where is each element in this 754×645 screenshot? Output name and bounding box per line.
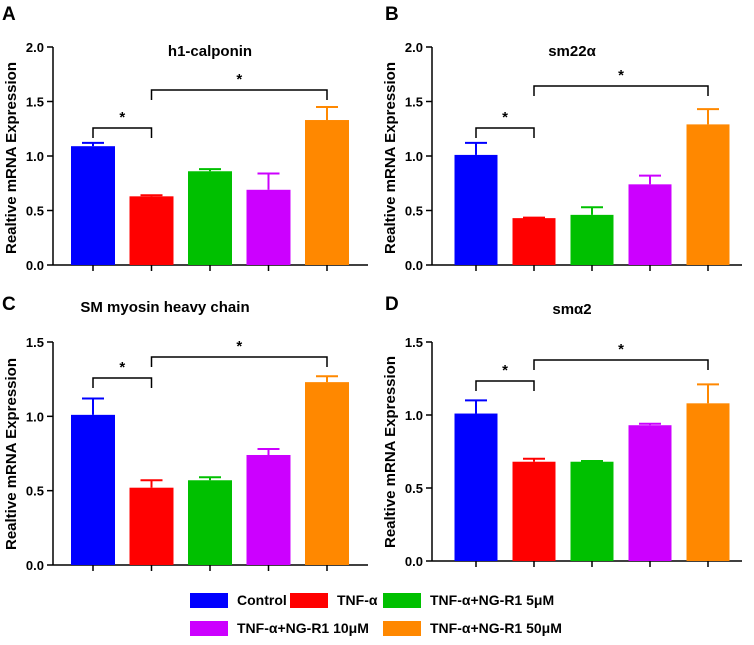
y-tick-label-b: 1.0 [405, 149, 423, 164]
significance-label-b-1: * [618, 67, 624, 84]
bar-c-1 [129, 487, 174, 565]
y-tick-label-b: 0.0 [405, 258, 423, 273]
panel-letter-a: A [2, 4, 16, 25]
y-tick-label-d: 1.0 [405, 408, 423, 423]
y-tick-label-d: 0.0 [405, 554, 423, 569]
significance-label-d-1: * [618, 341, 624, 358]
figure: Ah1-calponin Realtive mRNA Expression 0.0 0… [2, 4, 742, 573]
bar-d-2 [570, 461, 614, 561]
significance-bracket-a-0 [92, 127, 153, 138]
bar-d-0 [454, 413, 498, 561]
bar-a-1 [129, 196, 174, 265]
legend-swatch-ngr1-5 [383, 592, 421, 608]
bar-c-4 [305, 382, 349, 565]
significance-bracket-a-1 [150, 89, 328, 100]
legend-swatch-ngr1-10 [190, 620, 228, 636]
significance-bracket-d-1 [533, 359, 709, 370]
y-tick-label-b: 1.5 [405, 95, 423, 110]
y-tick-label-b: 2.0 [405, 40, 423, 55]
panel-title-c: SM myosin heavy chain [80, 299, 249, 316]
y-axis-label-b: Realtive mRNA Expression [382, 62, 399, 254]
bar-d-4 [686, 403, 730, 561]
y-tick-label-a: 0.0 [26, 258, 44, 273]
y-tick-label-c: 0.5 [26, 484, 44, 499]
bar-b-2 [570, 214, 614, 265]
bar-d-1 [512, 461, 556, 561]
y-tick-label-a: 1.0 [26, 149, 44, 164]
bar-d-3 [628, 425, 672, 561]
legend-swatch-tnf [290, 592, 328, 608]
legend-item-tnf: TNF-α [290, 592, 377, 608]
panel-letter-c: C [2, 294, 16, 315]
y-tick-label-a: 1.5 [26, 95, 44, 110]
legend-item-ngr1-5: TNF-α+NG-R1 5μM [383, 592, 554, 608]
bar-b-4 [686, 124, 730, 265]
significance-label-b-0: * [502, 109, 508, 126]
y-tick-label-c: 1.5 [26, 335, 44, 350]
bar-b-3 [628, 184, 672, 265]
significance-bracket-b-0 [475, 127, 535, 138]
legend-swatch-ngr1-50 [383, 620, 421, 636]
bar-c-0 [71, 414, 115, 565]
y-tick-label-a: 2.0 [26, 40, 44, 55]
legend-item-ngr1-10: TNF-α+NG-R1 10μM [190, 620, 369, 636]
significance-bracket-c-1 [150, 356, 328, 367]
significance-bracket-b-1 [533, 85, 709, 96]
significance-label-c-0: * [119, 359, 125, 376]
significance-label-c-1: * [236, 338, 242, 355]
significance-bracket-d-0 [475, 380, 535, 391]
y-tick-label-d: 1.5 [405, 335, 423, 350]
legend-label-control: Control [237, 592, 287, 608]
bar-a-4 [305, 120, 349, 265]
y-axis-label-c: Realtive mRNA Expression [3, 358, 20, 550]
legend-item-control: Control [190, 592, 287, 608]
legend: Control TNF-α TNF-α+NG-R1 5μM TNF-α+NG-R… [190, 592, 710, 644]
significance-label-a-0: * [119, 109, 125, 126]
bar-a-2 [188, 171, 232, 265]
legend-item-ngr1-50: TNF-α+NG-R1 50μM [383, 620, 562, 636]
legend-label-ngr1-50: TNF-α+NG-R1 50μM [430, 620, 562, 636]
legend-label-tnf: TNF-α [337, 592, 378, 608]
bar-c-3 [246, 454, 291, 565]
legend-label-ngr1-5: TNF-α+NG-R1 5μM [430, 592, 555, 608]
bar-a-0 [71, 146, 115, 265]
panel-letter-d: D [385, 294, 399, 315]
significance-label-d-0: * [502, 362, 508, 379]
y-axis-label-d: Realtive mRNA Expression [382, 356, 399, 548]
significance-label-a-1: * [236, 71, 242, 88]
significance-bracket-c-0 [92, 377, 153, 388]
bar-a-3 [246, 189, 291, 265]
y-tick-label-b: 0.5 [405, 204, 423, 219]
bar-c-2 [188, 480, 232, 565]
y-tick-label-c: 0.0 [26, 558, 44, 573]
y-tick-label-d: 0.5 [405, 481, 423, 496]
legend-swatch-control [190, 592, 228, 608]
panel-title-b: sm22α [548, 43, 596, 60]
panel-letter-b: B [385, 4, 399, 25]
panel-title-d: smα2 [552, 301, 591, 318]
panel-title-a: h1-calponin [168, 43, 252, 60]
bar-b-1 [512, 218, 556, 265]
y-tick-label-c: 1.0 [26, 409, 44, 424]
y-axis-label-a: Realtive mRNA Expression [3, 62, 20, 254]
legend-label-ngr1-10: TNF-α+NG-R1 10μM [237, 620, 369, 636]
bar-b-0 [454, 154, 498, 265]
y-tick-label-a: 0.5 [26, 204, 44, 219]
